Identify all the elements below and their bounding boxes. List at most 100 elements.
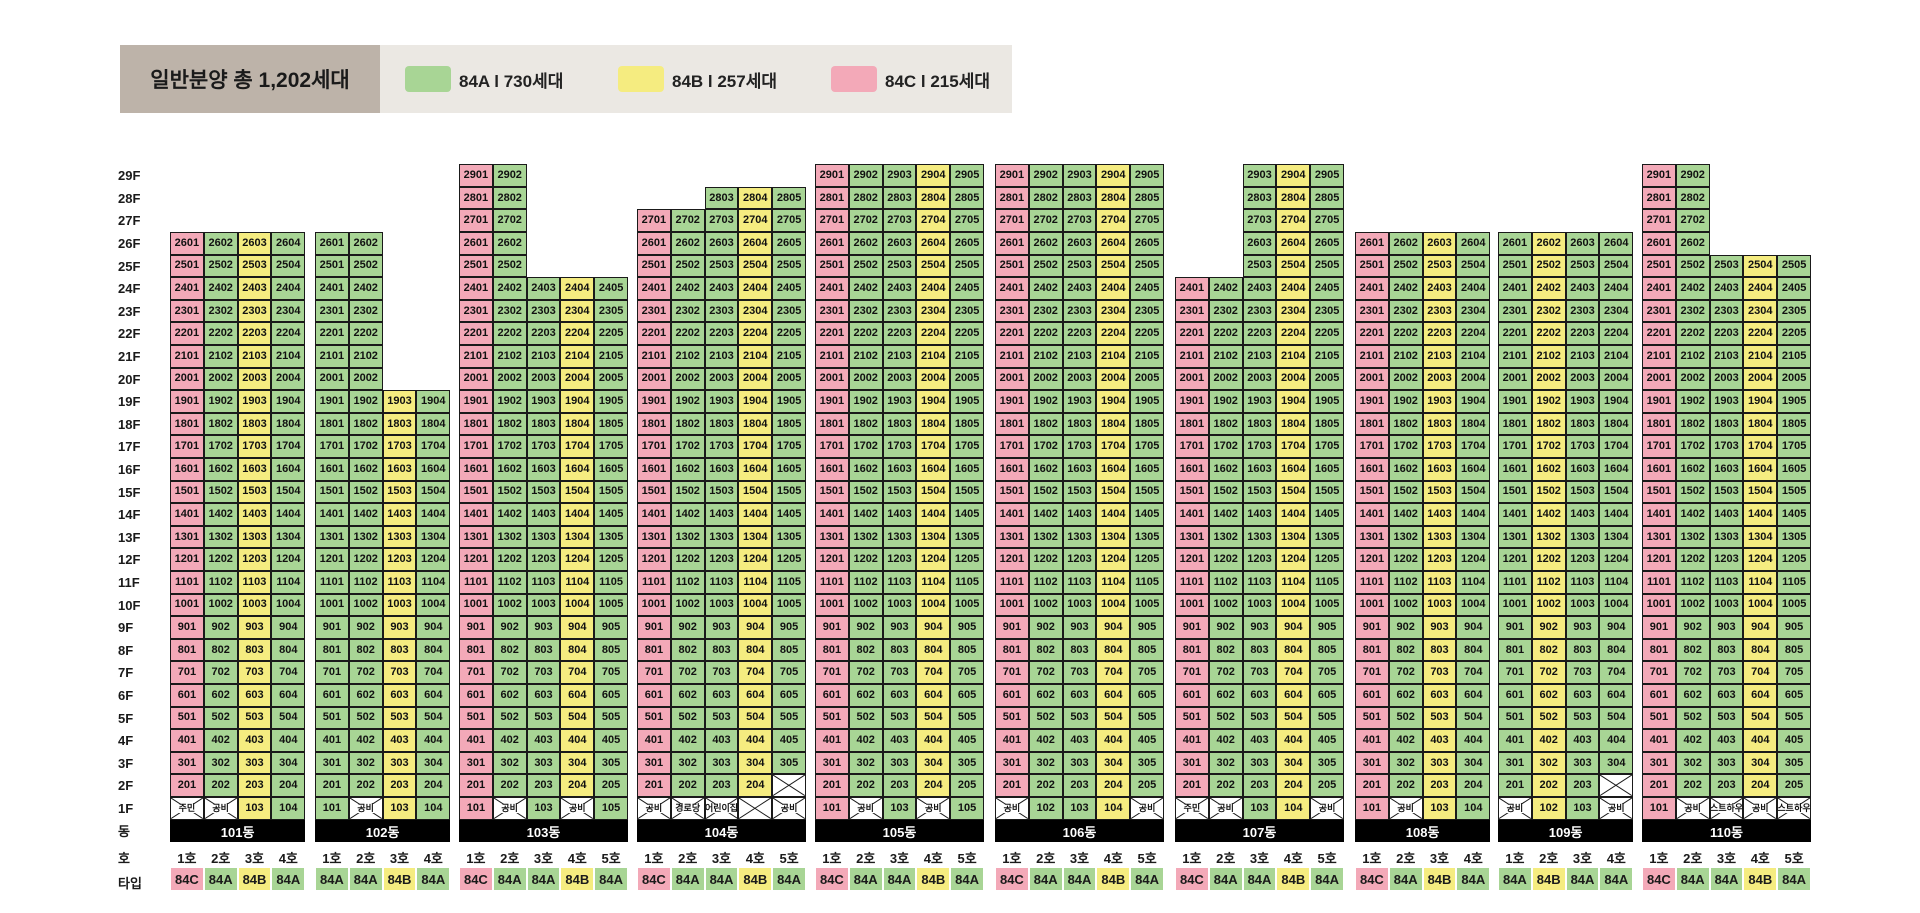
unit-cell[interactable]: 1901 xyxy=(995,390,1029,413)
unit-cell[interactable]: 1204 xyxy=(1456,548,1491,571)
unit-cell[interactable]: 405 xyxy=(1777,729,1811,752)
unit-cell[interactable]: 1601 xyxy=(459,458,493,481)
unit-cell[interactable]: 1902 xyxy=(1675,390,1710,413)
unit-cell[interactable]: 1802 xyxy=(1028,412,1063,436)
unit-cell[interactable]: 903 xyxy=(704,616,739,639)
unit-cell[interactable]: 602 xyxy=(203,684,238,707)
unit-cell[interactable]: 1602 xyxy=(348,458,383,481)
unit-cell[interactable]: 2403 xyxy=(1422,277,1457,300)
unit-cell[interactable]: 403 xyxy=(237,729,272,752)
unit-cell[interactable]: 304 xyxy=(1456,751,1491,775)
unit-cell[interactable]: 2002 xyxy=(1388,367,1423,391)
unit-cell[interactable]: 2001 xyxy=(315,367,349,391)
unit-cell[interactable]: 1601 xyxy=(1355,458,1389,481)
unit-cell[interactable]: 1004 xyxy=(1599,593,1634,617)
unit-cell[interactable]: 2703 xyxy=(1242,209,1277,232)
unit-cell[interactable]: 1802 xyxy=(1675,412,1710,436)
unit-cell[interactable]: 2101 xyxy=(1642,345,1676,368)
unit-cell[interactable]: 2201 xyxy=(1355,322,1389,345)
unit-cell[interactable]: 302 xyxy=(1028,751,1063,775)
unit-cell[interactable]: 701 xyxy=(1498,661,1532,684)
unit-cell[interactable]: 2404 xyxy=(1456,277,1491,300)
unit-cell[interactable]: 903 xyxy=(1242,616,1277,639)
unit-cell[interactable]: 1802 xyxy=(1208,412,1243,436)
unit-cell[interactable]: 1603 xyxy=(382,458,417,481)
unit-cell[interactable]: 2602 xyxy=(848,232,883,255)
unit-cell[interactable]: 1302 xyxy=(1208,525,1243,549)
unit-cell[interactable]: 1201 xyxy=(315,548,349,571)
unit-cell[interactable]: 1903 xyxy=(237,390,272,413)
unit-cell[interactable]: 2103 xyxy=(882,345,917,368)
unit-cell[interactable]: 202 xyxy=(670,774,705,797)
unit-cell[interactable]: 2104 xyxy=(1456,345,1491,368)
unit-cell[interactable]: 2101 xyxy=(1498,345,1532,368)
unit-cell[interactable]: 1305 xyxy=(594,525,628,549)
unit-cell[interactable]: 1603 xyxy=(1242,458,1277,481)
unit-cell[interactable]: 1304 xyxy=(1276,525,1311,549)
unit-cell[interactable]: 1204 xyxy=(416,548,451,571)
unit-cell[interactable]: 1701 xyxy=(1642,435,1676,458)
unit-cell[interactable]: 1602 xyxy=(1675,458,1710,481)
unit-cell[interactable]: 2803 xyxy=(1242,186,1277,210)
unit-cell[interactable]: 2504 xyxy=(1456,254,1491,278)
unit-cell[interactable]: 1102 xyxy=(1388,571,1423,594)
unit-cell[interactable]: 602 xyxy=(848,684,883,707)
unit-cell[interactable]: 1505 xyxy=(1777,480,1811,504)
unit-cell[interactable]: 1205 xyxy=(1777,548,1811,571)
unit-cell[interactable]: 604 xyxy=(416,684,451,707)
unit-cell[interactable]: 502 xyxy=(1531,706,1566,730)
unit-cell[interactable]: 1803 xyxy=(1709,412,1744,436)
unit-cell[interactable]: 603 xyxy=(1242,684,1277,707)
unit-cell[interactable]: 1701 xyxy=(1498,435,1532,458)
unit-cell[interactable]: 202 xyxy=(1208,774,1243,797)
unit-cell[interactable]: 603 xyxy=(526,684,561,707)
unit-cell[interactable]: 202 xyxy=(1388,774,1423,797)
unit-cell[interactable]: 303 xyxy=(1062,751,1097,775)
unit-cell[interactable]: 904 xyxy=(1096,616,1131,639)
unit-cell[interactable]: 1901 xyxy=(170,390,204,413)
unit-cell[interactable]: 304 xyxy=(560,751,595,775)
unit-cell[interactable]: 103 xyxy=(1565,797,1600,820)
unit-cell[interactable]: 602 xyxy=(1675,684,1710,707)
unit-cell[interactable]: 2701 xyxy=(1642,209,1676,232)
unit-cell[interactable]: 1002 xyxy=(1388,593,1423,617)
unit-cell[interactable]: 1603 xyxy=(1062,458,1097,481)
unit-cell[interactable]: 1404 xyxy=(560,503,595,526)
unit-cell[interactable]: 1405 xyxy=(950,503,984,526)
unit-cell[interactable]: 505 xyxy=(950,706,984,730)
unit-cell[interactable]: 1704 xyxy=(1743,435,1778,458)
unit-cell[interactable]: 2201 xyxy=(815,322,849,345)
unit-cell[interactable]: 2001 xyxy=(170,367,204,391)
unit-cell[interactable]: 2601 xyxy=(170,232,204,255)
unit-cell[interactable]: 802 xyxy=(1028,638,1063,662)
unit-cell[interactable]: 1405 xyxy=(1130,503,1164,526)
unit-cell[interactable]: 2401 xyxy=(995,277,1029,300)
unit-cell[interactable]: 1901 xyxy=(459,390,493,413)
unit-cell[interactable]: 1502 xyxy=(1028,480,1063,504)
unit-cell[interactable]: 704 xyxy=(271,661,306,684)
unit-cell[interactable]: 903 xyxy=(237,616,272,639)
unit-cell[interactable]: 2102 xyxy=(1208,345,1243,368)
unit-cell[interactable]: 505 xyxy=(1777,706,1811,730)
unit-cell[interactable]: 1401 xyxy=(1355,503,1389,526)
unit-cell[interactable]: 503 xyxy=(1709,706,1744,730)
unit-cell[interactable]: 2604 xyxy=(1096,232,1131,255)
unit-cell[interactable]: 1904 xyxy=(271,390,306,413)
unit-cell[interactable]: 805 xyxy=(1777,638,1811,662)
unit-cell[interactable]: 905 xyxy=(1130,616,1164,639)
unit-cell[interactable]: 1602 xyxy=(1388,458,1423,481)
unit-cell[interactable]: 805 xyxy=(594,638,628,662)
unit-cell[interactable]: 802 xyxy=(1388,638,1423,662)
unit-cell[interactable]: 503 xyxy=(882,706,917,730)
unit-cell[interactable]: 1302 xyxy=(1028,525,1063,549)
unit-cell[interactable]: 803 xyxy=(704,638,739,662)
unit-cell[interactable]: 405 xyxy=(1130,729,1164,752)
unit-cell[interactable]: 2902 xyxy=(1028,164,1063,187)
unit-cell[interactable]: 301 xyxy=(995,751,1029,775)
unit-cell[interactable]: 204 xyxy=(1096,774,1131,797)
unit-cell[interactable]: 2203 xyxy=(1242,322,1277,345)
unit-cell[interactable]: 1003 xyxy=(237,593,272,617)
unit-cell[interactable]: 103 xyxy=(526,797,561,820)
unit-cell[interactable]: 1402 xyxy=(1531,503,1566,526)
unit-cell[interactable]: 2004 xyxy=(271,367,306,391)
